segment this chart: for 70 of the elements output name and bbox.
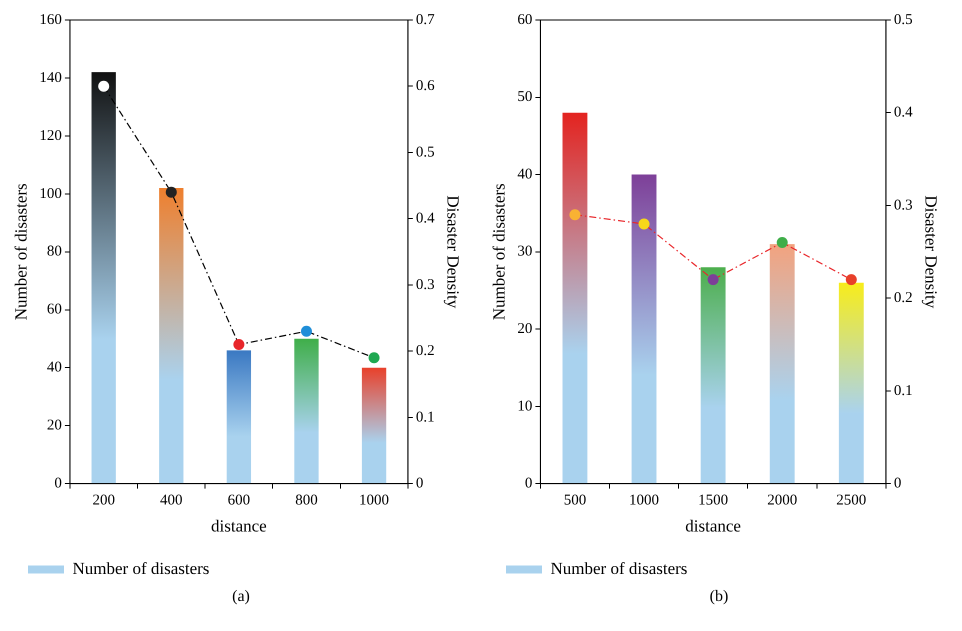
- y-tick-label: 60: [517, 12, 532, 28]
- x-tick-label: 400: [160, 492, 183, 509]
- y-tick-label: 160: [39, 12, 62, 28]
- legend-label: Number of disasters: [550, 558, 688, 578]
- x-tick-label: 2500: [836, 492, 866, 509]
- y-tick-label: 80: [46, 244, 62, 260]
- point: [638, 218, 650, 230]
- y2-tick-label: 0: [416, 476, 424, 492]
- bar: [700, 267, 726, 484]
- point: [300, 326, 312, 337]
- y-tick-label: 60: [46, 302, 62, 318]
- x-tick-label: 200: [92, 492, 115, 509]
- y-tick-label: 0: [54, 476, 62, 492]
- x-tick-label: 2000: [767, 492, 798, 509]
- x-tick-label: 1000: [359, 492, 390, 509]
- point: [233, 339, 244, 350]
- y2-tick-label: 0.7: [416, 12, 436, 28]
- y2-tick-label: 0.2: [894, 290, 913, 306]
- y-axis-title: Number of disasters: [12, 183, 31, 320]
- bar: [92, 72, 116, 484]
- y-axis-title: Number of disasters: [490, 183, 509, 320]
- point: [368, 352, 380, 364]
- x-tick-label: 1000: [629, 492, 660, 509]
- y2-axis-title: Disaster Density: [921, 195, 940, 309]
- y2-tick-label: 0.1: [416, 409, 435, 426]
- x-axis-title: distance: [211, 516, 267, 536]
- x-tick-label: 800: [295, 492, 318, 509]
- x-tick-label: 500: [564, 492, 586, 509]
- y2-tick-label: 0.1: [894, 382, 913, 399]
- x-axis-title: distance: [685, 516, 741, 536]
- y2-tick-label: 0: [894, 476, 902, 492]
- y2-tick-label: 0.6: [416, 78, 436, 94]
- legend-label: Number of disasters: [72, 558, 210, 578]
- bar: [562, 112, 588, 484]
- y-tick-label: 100: [39, 186, 62, 202]
- y-tick-label: 50: [517, 89, 532, 106]
- y-tick-label: 120: [39, 128, 62, 144]
- y2-tick-label: 0.5: [416, 144, 435, 160]
- y2-tick-label: 0.4: [416, 210, 436, 227]
- point: [708, 274, 719, 286]
- point: [166, 186, 177, 198]
- y-tick-label: 0: [524, 476, 532, 492]
- bar: [838, 282, 864, 484]
- y2-tick-label: 0.2: [416, 343, 435, 360]
- point: [98, 80, 110, 92]
- x-tick-label: 1500: [698, 492, 728, 509]
- y2-tick-label: 0.4: [894, 104, 914, 121]
- y-tick-label: 10: [517, 398, 532, 414]
- bar: [294, 338, 319, 484]
- y-tick-label: 20: [46, 418, 62, 434]
- bar: [770, 244, 795, 484]
- x-tick-label: 600: [228, 492, 250, 509]
- y-tick-label: 40: [46, 360, 62, 376]
- bar: [362, 368, 386, 484]
- point: [569, 209, 580, 220]
- y-tick-label: 140: [39, 70, 62, 86]
- y-tick-label: 40: [517, 166, 532, 182]
- text: (a): [232, 588, 250, 606]
- point: [846, 274, 857, 286]
- y2-axis-title: Disaster Density: [443, 195, 462, 309]
- bar: [226, 350, 252, 484]
- y2-tick-label: 0.3: [894, 197, 913, 214]
- y2-tick-label: 0.5: [894, 12, 913, 28]
- point: [776, 237, 788, 248]
- y-tick-label: 20: [517, 321, 532, 338]
- y-tick-label: 30: [517, 244, 532, 260]
- y2-tick-label: 0.3: [416, 276, 435, 293]
- bar: [632, 174, 656, 484]
- bar: [159, 188, 184, 484]
- text: (b): [710, 588, 728, 606]
